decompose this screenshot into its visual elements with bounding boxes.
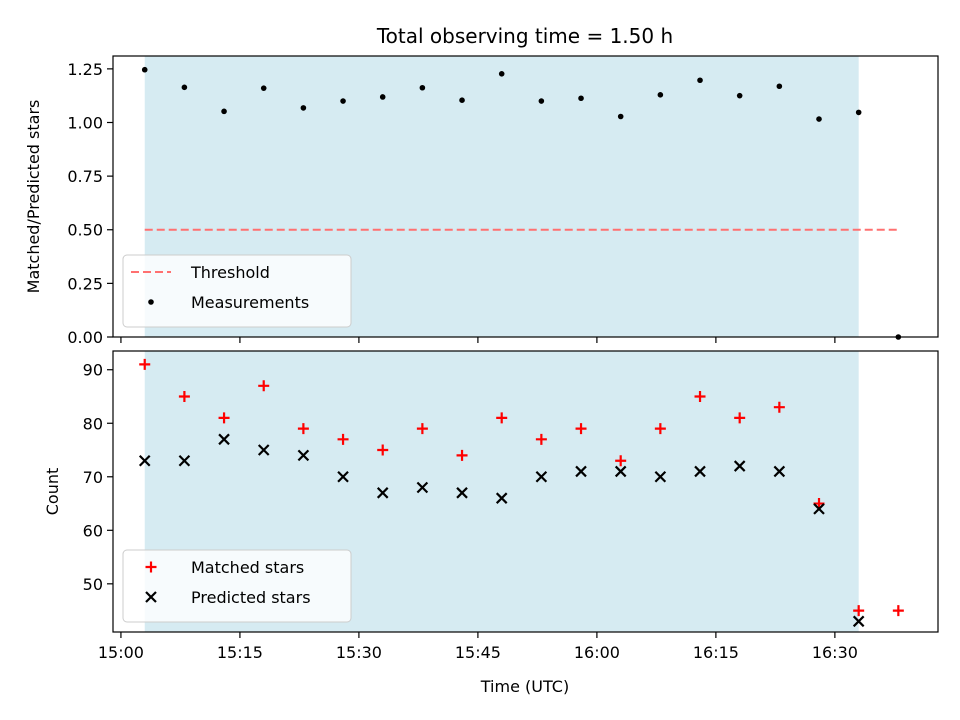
matched-star-point <box>337 433 349 445</box>
y-tick-label: 0.75 <box>67 167 103 186</box>
y-tick-label: 50 <box>83 575 103 594</box>
matched-star-point <box>654 423 666 435</box>
matched-star-point <box>139 358 151 370</box>
matched-star-point <box>813 498 825 510</box>
legend-label: Matched stars <box>191 558 304 577</box>
matched-star-point <box>734 412 746 424</box>
panel-2: 50 60 70 80 90 15:00 15:15 15:30 15:45 16:00 16:15… <box>43 350 939 662</box>
measurement-point <box>221 108 227 115</box>
axes-frame <box>112 350 939 633</box>
measurement-point <box>697 77 703 84</box>
matched-star-point <box>853 605 865 617</box>
legend-label: Measurements <box>191 293 309 312</box>
x-tick-label: 15:15 <box>217 643 263 662</box>
measurement-point <box>538 98 545 104</box>
measurement-point <box>498 71 505 77</box>
predicted-star-point <box>535 471 548 483</box>
legend: Threshold Measurements <box>122 254 352 328</box>
measurement-point <box>181 84 188 91</box>
legend-box <box>122 549 352 623</box>
y-tick-label: 80 <box>83 414 103 433</box>
y-tick-label: 1.00 <box>67 113 103 132</box>
legend-box <box>122 254 352 328</box>
measurement-point <box>617 113 624 120</box>
predicted-star-point <box>218 433 230 446</box>
y-tick-label: 60 <box>83 521 103 540</box>
matched-star-point <box>377 444 389 456</box>
predicted-star-point <box>575 465 587 478</box>
measurement-point <box>340 98 346 104</box>
legend-swatch-measurements <box>148 299 154 305</box>
predicted-star-point <box>654 471 667 483</box>
x-tick-label: 16:30 <box>812 643 858 662</box>
matched-star-point <box>496 412 508 424</box>
legend-swatch-matched <box>145 561 157 573</box>
predicted-star-point <box>694 465 706 478</box>
measurement-point <box>300 105 307 111</box>
legend-label: Threshold <box>190 263 270 282</box>
y-tick-label: 1.25 <box>67 60 103 79</box>
chart-title: Total observing time = 1.50 h <box>376 24 673 48</box>
measurement-point <box>657 92 664 98</box>
measurement-point <box>379 94 386 100</box>
legend: Matched stars Predicted stars <box>122 549 352 623</box>
y-tick-label: 0.50 <box>67 221 103 240</box>
matched-star-point <box>773 401 785 413</box>
matched-star-point <box>694 390 706 402</box>
y-tick-label: 0.25 <box>67 274 103 293</box>
predicted-star-point <box>456 487 468 499</box>
y-tick-label: 90 <box>83 361 103 380</box>
matched-star-point <box>178 390 190 402</box>
x-tick-label: 15:30 <box>336 643 382 662</box>
matched-star-point <box>416 423 428 435</box>
matched-star-point <box>575 423 587 435</box>
measurement-point <box>816 116 822 122</box>
matched-star-point <box>892 605 904 617</box>
measurement-point <box>855 109 862 116</box>
predicted-star-point <box>297 449 310 462</box>
predicted-star-point <box>495 492 508 504</box>
y-axis-label: Count <box>43 468 62 516</box>
x-tick-label: 15:00 <box>98 643 144 662</box>
matched-star-point <box>535 433 547 445</box>
predicted-star-point <box>813 503 825 515</box>
panel-1: 0.00 0.25 0.50 0.75 1.00 1.25 Matched/Predicte… <box>24 55 939 347</box>
measurement-point <box>459 97 465 103</box>
predicted-star-point <box>614 465 627 478</box>
measurement-point <box>736 92 743 99</box>
measurement-point <box>260 85 267 91</box>
measurement-point <box>578 95 584 102</box>
predicted-star-point <box>138 454 151 467</box>
predicted-star-point <box>733 460 746 472</box>
matched-star-point <box>258 380 270 392</box>
y-tick-label: 0.00 <box>67 328 103 347</box>
x-tick-label: 15:45 <box>455 643 501 662</box>
measurement-point <box>419 84 426 91</box>
legend-label: Predicted stars <box>191 588 311 607</box>
predicted-star-point <box>257 444 270 456</box>
matched-star-point <box>615 455 627 467</box>
matched-star-point <box>218 412 230 424</box>
predicted-star-point <box>416 481 429 494</box>
predicted-star-point <box>852 615 865 628</box>
predicted-star-point <box>337 471 349 483</box>
measurement-point <box>776 83 783 90</box>
panels-layer: 0.00 0.25 0.50 0.75 1.00 1.25 Matched/Predicte… <box>24 55 939 662</box>
predicted-star-point <box>376 487 389 499</box>
matched-star-point <box>456 449 468 461</box>
predicted-star-point <box>773 465 786 478</box>
axes-frame <box>112 55 939 338</box>
legend-swatch-predicted <box>145 591 157 603</box>
x-tick-label: 16:15 <box>693 643 739 662</box>
x-tick-label: 16:00 <box>574 643 620 662</box>
y-axis-label: Matched/Predicted stars <box>24 100 43 294</box>
predicted-star-point <box>178 454 191 467</box>
measurement-point <box>141 66 148 73</box>
x-axis-label: Time (UTC) <box>480 677 569 696</box>
y-tick-label: 70 <box>83 468 103 487</box>
matched-star-point <box>297 423 309 435</box>
